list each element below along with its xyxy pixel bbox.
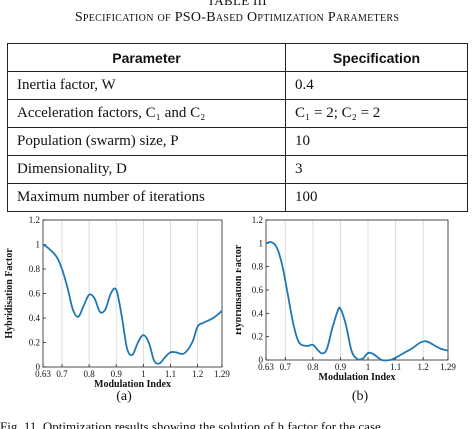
x-tick-label: 1.29: [440, 362, 456, 372]
x-tick-label: 0.7: [56, 369, 68, 379]
x-tick-label: 0.9: [335, 362, 347, 372]
specification-cell: 100: [285, 183, 468, 212]
x-tick-label: 0.8: [83, 369, 95, 379]
x-tick-label: 1.2: [418, 362, 429, 372]
x-tick-label: 0.63: [258, 362, 274, 372]
y-tick-label: 1.2: [29, 215, 40, 225]
y-tick-label: 0.6: [252, 285, 264, 295]
parameter-cell: Maximum number of iterations: [7, 183, 286, 212]
y-tick-label: 0: [36, 362, 41, 372]
x-tick-label: 0.7: [280, 362, 292, 372]
plot-frame: [42, 219, 223, 368]
x-axis-title: Modulation Index: [94, 379, 171, 390]
y-tick-label: 1: [259, 238, 264, 248]
y-tick-label: 1: [36, 240, 41, 250]
figure-caption: Fig. 11. Optimization results showing th…: [0, 419, 381, 429]
table-number: TABLE III: [207, 0, 267, 8]
x-tick-label: 1.2: [192, 369, 203, 379]
x-tick-label: 1: [366, 362, 371, 372]
x-tick-label: 0.8: [307, 362, 319, 372]
plot-b: 0.63 0.7 0.8 0.9 1 1.1 1.2 1.29 0 0.2 0.4 0.6 0.8 1 1.…: [236, 214, 472, 390]
plot-a-svg: 0.63 0.7 0.8 0.9 1 1.1 1.2 1.29 0 0.2 0.4 0.6 0.8 1 1.…: [4, 215, 230, 390]
x-tick-label: 0.9: [111, 369, 123, 379]
y-tick-label: 0.8: [29, 264, 41, 274]
subfigure-label-b: (b): [351, 389, 369, 404]
specification-cell: 10: [285, 127, 468, 156]
y-tick-label: 0.2: [252, 332, 263, 342]
table-title: Specification of PSO-Based Optimization …: [74, 10, 400, 25]
x-tick-label: 1: [141, 369, 146, 379]
plot-b-svg: 0.63 0.7 0.8 0.9 1 1.1 1.2 1.29 0 0.2 0.4 0.6 0.8 1 1.…: [236, 215, 456, 383]
y-tick-label: 0.2: [29, 338, 40, 348]
y-tick-label: 0.4: [252, 308, 264, 318]
y-axis-title: Hybridisation Factor: [4, 248, 15, 339]
header-specification: Specification: [285, 43, 468, 72]
series-line: [42, 243, 223, 365]
x-axis-title: Modulation Index: [319, 372, 396, 383]
plot-a: 0.63 0.7 0.8 0.9 1 1.1 1.2 1.29 0 0.2 0.4 0.6 0.8 1 1.…: [0, 214, 232, 390]
y-tick-label: 1.2: [252, 215, 263, 225]
table-row: Dimensionality, D 3: [7, 155, 468, 184]
table-row: Inertia factor, W 0.4: [7, 71, 468, 100]
x-tick-label: 1.1: [390, 362, 401, 372]
parameter-cell: Acceleration factors, C₁ and C₂: [7, 99, 286, 128]
subfigure-label-a: (a): [116, 389, 132, 404]
x-tick-label: 1.29: [214, 369, 230, 379]
table-row: Acceleration factors, C₁ and C₂ C₁ = 2; …: [7, 99, 468, 128]
table-row: Maximum number of iterations 100: [7, 183, 468, 212]
specification-cell: C₁ = 2; C₂ = 2: [285, 99, 468, 128]
parameters-table: Parameter Specification Inertia factor, …: [7, 43, 468, 212]
plot-frame: [265, 219, 449, 361]
parameter-cell: Population (swarm) size, P: [7, 127, 286, 156]
x-tick-label: 1.1: [165, 369, 176, 379]
table-row: Population (swarm) size, P 10: [7, 127, 468, 156]
specification-cell: 0.4: [285, 71, 468, 100]
header-parameter: Parameter: [7, 43, 286, 72]
y-tick-label: 0.6: [29, 289, 41, 299]
y-tick-label: 0.4: [29, 313, 41, 323]
specification-cell: 3: [285, 155, 468, 184]
y-tick-label: 0.8: [252, 262, 264, 272]
parameter-cell: Dimensionality, D: [7, 155, 286, 184]
x-tick-label: 0.63: [35, 369, 51, 379]
table-header-row: Parameter Specification: [7, 43, 468, 72]
parameter-cell: Inertia factor, W: [7, 71, 286, 100]
y-axis-title: Hybridisation Factor: [236, 244, 244, 335]
series-line: [265, 241, 449, 362]
y-tick-label: 0: [259, 355, 264, 365]
